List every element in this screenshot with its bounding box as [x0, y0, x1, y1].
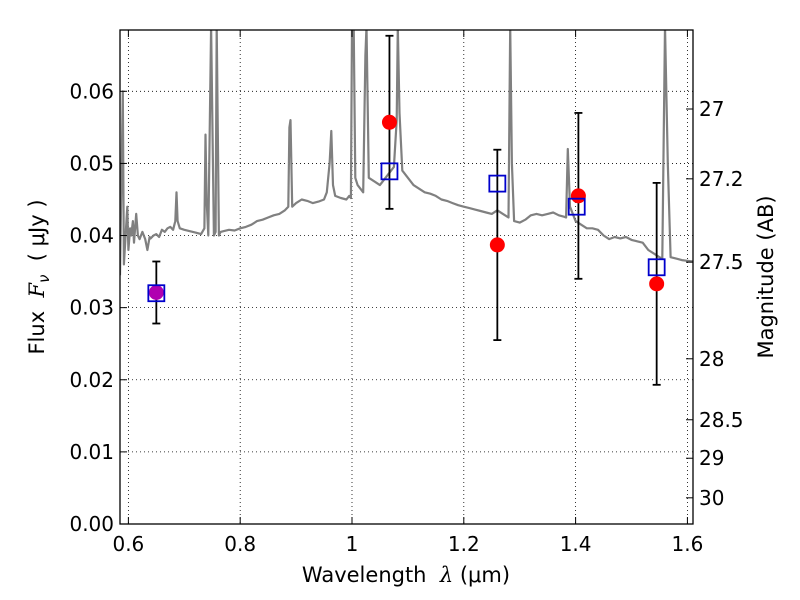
x-tick-label: 1.4: [560, 532, 592, 556]
y-tick-label: 0.00: [69, 512, 114, 536]
observed-point: [381, 114, 397, 130]
x-tick-label: 0.6: [112, 532, 144, 556]
y2-tick-label: 27: [699, 97, 724, 121]
x-axis-label-symbol: λ: [439, 563, 453, 587]
x-axis: 0.6 0.8 1 1.2 1.4 1.6: [112, 30, 703, 556]
observed-point: [489, 237, 505, 253]
model-sed: [120, 30, 693, 276]
observed-point: [148, 285, 164, 301]
y-tick-label: 0.03: [69, 296, 114, 320]
observed-points: [148, 114, 665, 301]
y2-tick-label: 28: [699, 347, 724, 371]
model-sed-line: [120, 30, 693, 276]
plot-frame: [119, 29, 694, 525]
x-axis-label-prefix: Wavelength: [302, 563, 440, 587]
y-axis-label-close: ): [25, 199, 49, 214]
y-axis-label-prefix: Flux: [25, 298, 49, 355]
observed-point: [570, 188, 586, 204]
y-axis-label-unit: μJy: [25, 214, 49, 246]
observed-point: [649, 276, 665, 292]
y-tick-label: 0.06: [69, 79, 114, 103]
x-tick-label: 0.8: [224, 532, 256, 556]
synthetic-points: [147, 162, 666, 303]
synthetic-point: [380, 162, 399, 181]
y2-tick-label: 29: [699, 446, 724, 470]
y2-tick-label: 27.5: [699, 250, 744, 274]
y2-tick-label: 30: [699, 486, 724, 510]
y-axis-label-subscript: ν: [35, 275, 53, 283]
y-tick-label: 0.01: [69, 440, 114, 464]
x-tick-label: 1: [346, 532, 359, 556]
y-axis-label-symbol: F: [25, 282, 49, 299]
plot-area: [120, 30, 693, 524]
y-tick-label: 0.02: [69, 368, 114, 392]
y2-axis: 27 27.2 27.5 28 28.5 29 30: [686, 97, 744, 510]
y-axis-label-open: (: [25, 246, 49, 274]
y2-tick-label: 28.5: [699, 408, 744, 432]
x-axis-label: Wavelength λ (μm): [302, 563, 510, 587]
y2-axis-label: Magnitude (AB): [754, 195, 778, 358]
y-axis: 0.00 0.01 0.02 0.03 0.04 0.05 0.06: [69, 79, 127, 536]
x-axis-label-unit: (μm): [453, 563, 510, 587]
y-axis-label: Flux Fν ( μJy ): [25, 199, 53, 354]
synthetic-point: [647, 258, 666, 277]
synthetic-point: [488, 174, 507, 193]
y-tick-label: 0.05: [69, 151, 114, 175]
x-tick-label: 1.2: [448, 532, 480, 556]
y2-tick-label: 27.2: [699, 167, 744, 191]
x-tick-label: 1.6: [672, 532, 704, 556]
y-tick-label: 0.04: [69, 224, 114, 248]
synthetic-point: [567, 197, 586, 216]
synthetic-point: [147, 284, 166, 303]
